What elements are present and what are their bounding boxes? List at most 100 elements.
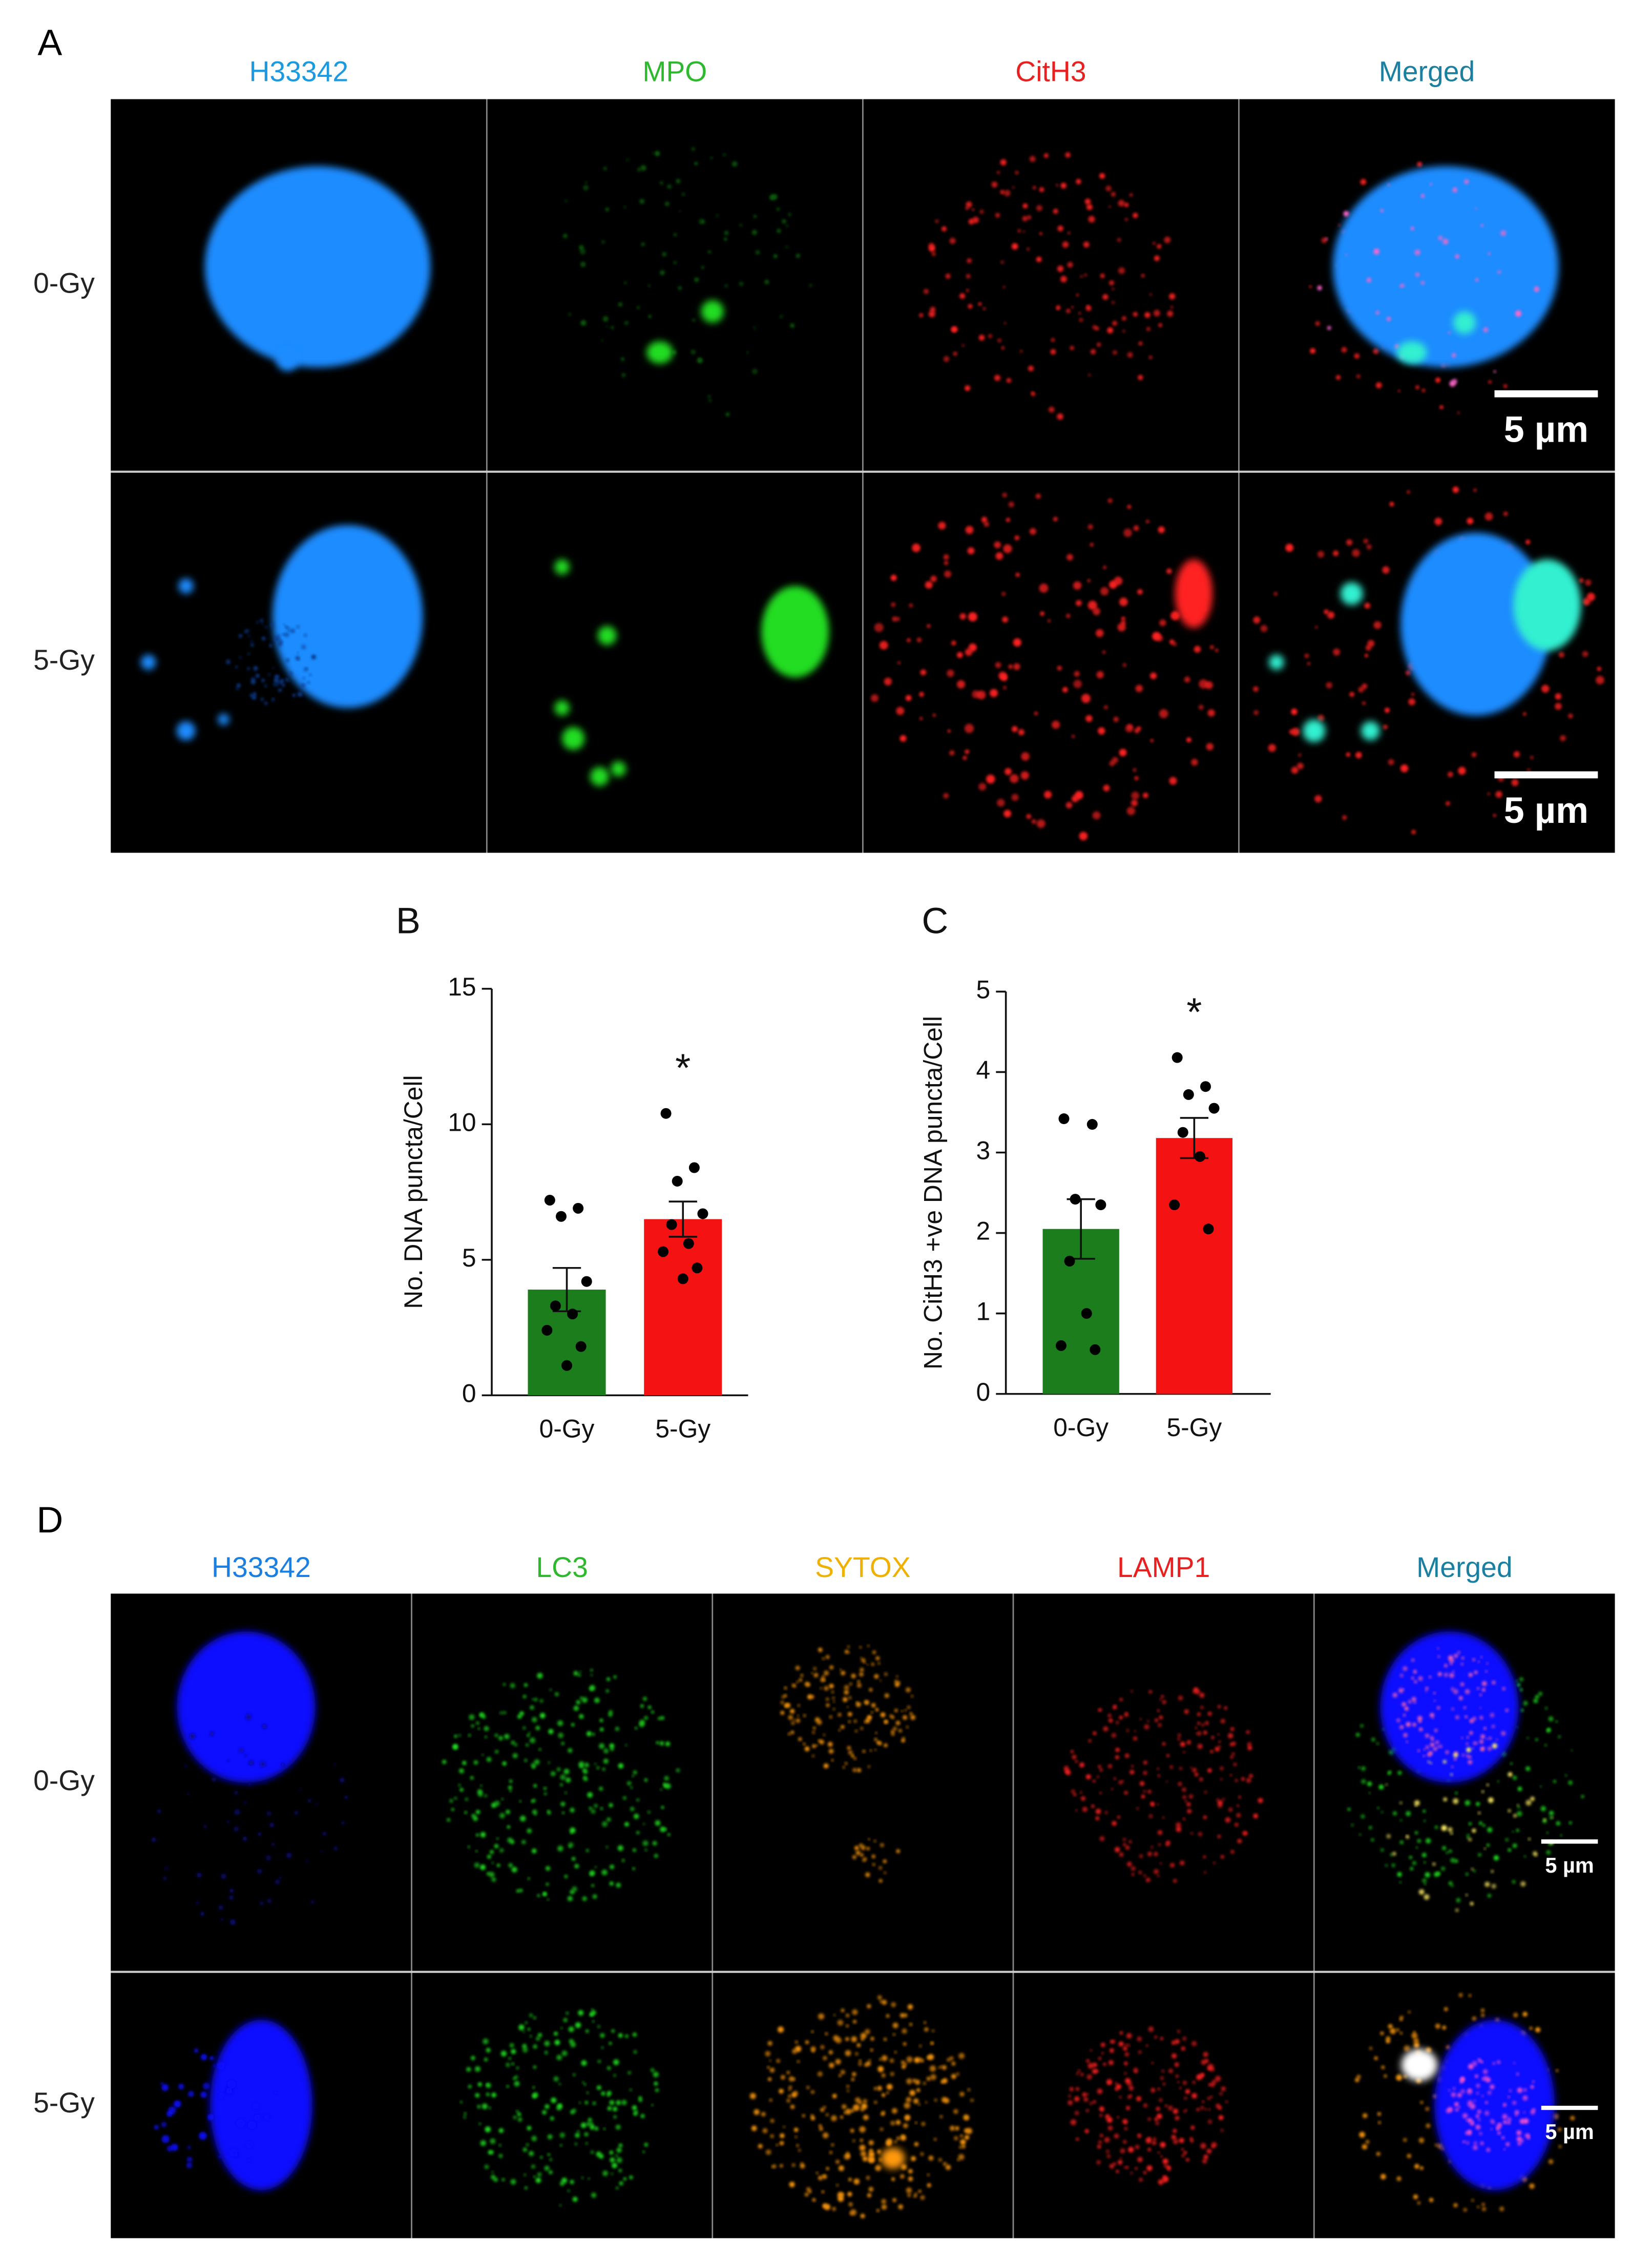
- speckle: [1200, 2143, 1206, 2149]
- speckle: [151, 1837, 156, 1842]
- speckle: [625, 1744, 628, 1747]
- speckle: [1036, 257, 1042, 262]
- speckle: [582, 1768, 586, 1772]
- speckle: [1424, 1883, 1426, 1885]
- speckle: [1412, 1723, 1416, 1727]
- speckle: [1453, 1798, 1459, 1804]
- speckle: [322, 1832, 327, 1836]
- nucleus-blob: [761, 586, 829, 678]
- speckle: [813, 1672, 819, 1678]
- speckle: [871, 1663, 874, 1666]
- speckle: [471, 2056, 475, 2061]
- speckle: [1077, 2069, 1081, 2072]
- speckle: [1442, 1846, 1447, 1851]
- speckle: [795, 2045, 802, 2052]
- speckle: [1533, 1698, 1538, 1704]
- speckle: [210, 1732, 214, 1736]
- data-point: [1095, 1199, 1106, 1211]
- speckle: [1207, 709, 1215, 717]
- speckle: [1406, 1721, 1411, 1727]
- speckle: [813, 1667, 817, 1671]
- speckle: [958, 2052, 965, 2059]
- speckle: [1105, 185, 1112, 192]
- speckle: [835, 2059, 841, 2065]
- speckle: [1354, 353, 1360, 359]
- speckle: [1099, 2106, 1104, 2111]
- speckle: [500, 2050, 507, 2057]
- speckle: [1186, 737, 1191, 743]
- speckle: [982, 307, 986, 310]
- speckle: [1183, 2081, 1187, 2085]
- row-label: 5-Gy: [33, 644, 95, 676]
- speckle: [1534, 286, 1540, 292]
- speckle: [731, 161, 738, 167]
- speckle: [1202, 2159, 1207, 2164]
- speckle: [607, 1817, 611, 1822]
- speckle: [1535, 1738, 1538, 1741]
- speckle: [1220, 1778, 1223, 1780]
- speckle: [560, 2027, 563, 2029]
- speckle: [476, 1721, 479, 1725]
- speckle: [1360, 1724, 1364, 1728]
- speckle: [594, 1762, 597, 1766]
- speckle: [547, 1898, 549, 1901]
- speckle: [1039, 583, 1049, 593]
- speckle: [812, 1731, 815, 1734]
- speckle: [1112, 320, 1117, 326]
- speckle: [610, 2157, 615, 2163]
- speckle: [540, 2156, 543, 2159]
- speckle: [575, 2022, 581, 2028]
- speckle: [965, 526, 974, 534]
- speckle: [1392, 1852, 1396, 1856]
- speckle: [1253, 710, 1259, 715]
- speckle: [1124, 218, 1128, 221]
- speckle: [267, 1898, 272, 1903]
- speckle: [1425, 1745, 1430, 1750]
- speckle: [782, 219, 786, 224]
- speckle: [978, 335, 985, 341]
- speckle: [864, 1700, 868, 1705]
- speckle: [1120, 2148, 1125, 2154]
- speckle: [212, 1777, 217, 1782]
- speckle: [597, 2025, 600, 2028]
- speckle: [496, 1837, 499, 1840]
- speckle: [1068, 2100, 1073, 2105]
- speckle: [898, 2204, 904, 2210]
- speckle: [880, 1843, 884, 1848]
- speckle: [829, 1684, 834, 1689]
- speckle: [1432, 1862, 1436, 1866]
- speckle: [1455, 254, 1459, 259]
- speckle: [499, 1848, 504, 1853]
- speckle: [548, 1729, 554, 1734]
- speckle: [1532, 2080, 1535, 2083]
- speckle: [1184, 2097, 1187, 2100]
- speckle: [852, 1855, 856, 1859]
- speckle: [1374, 2056, 1378, 2060]
- speckle: [517, 2117, 522, 2122]
- speckle: [572, 2196, 578, 2202]
- speckle: [1478, 1661, 1480, 1663]
- speckle: [1207, 2063, 1214, 2070]
- speckle: [1538, 1691, 1542, 1696]
- speckle: [1117, 2116, 1119, 2119]
- speckle: [1148, 1690, 1153, 1694]
- speckle: [951, 2073, 956, 2079]
- speckle: [859, 2059, 862, 2062]
- speckle: [616, 2157, 622, 2163]
- speckle: [1039, 232, 1042, 235]
- speckle: [1138, 2050, 1142, 2054]
- speckle: [906, 2056, 913, 2063]
- speckle: [1097, 2088, 1103, 2094]
- speckle: [578, 1761, 584, 1767]
- nucleus-blob: [554, 700, 570, 716]
- speckle: [1448, 331, 1451, 334]
- speckle: [1596, 676, 1604, 684]
- speckle: [512, 1753, 518, 1758]
- speckle: [1476, 2091, 1479, 2095]
- speckle: [897, 661, 901, 665]
- speckle: [1571, 1749, 1573, 1752]
- speckle: [1253, 1813, 1258, 1819]
- speckle: [1475, 2124, 1481, 2130]
- speckle: [601, 2046, 604, 2049]
- speckle: [449, 1799, 453, 1803]
